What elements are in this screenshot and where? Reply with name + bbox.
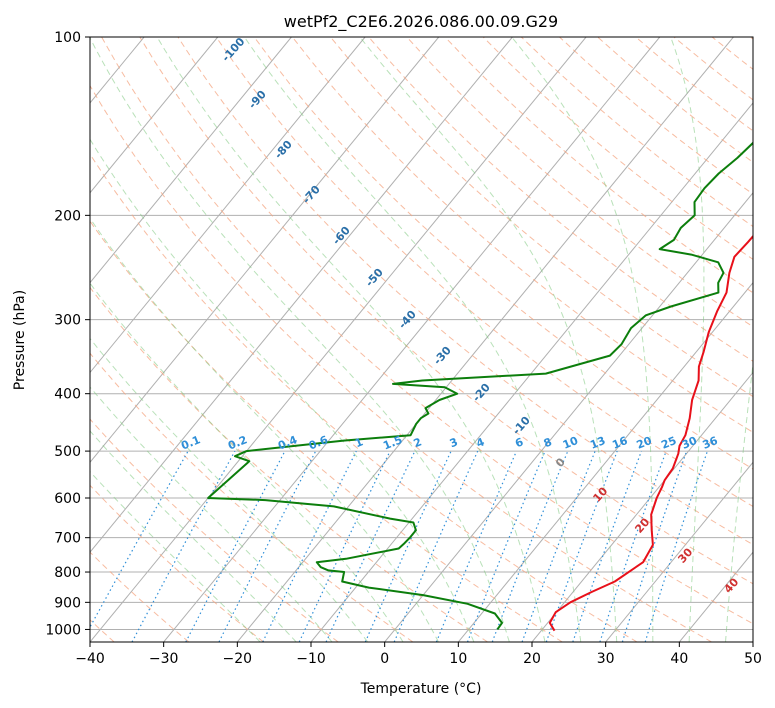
dry-adiabat: [90, 551, 190, 642]
dry-adiabat: [330, 37, 753, 398]
mixing-ratio-label: 16: [610, 434, 629, 452]
mixing-ratio-label: 10: [561, 434, 580, 452]
dry-adiabat: [215, 37, 753, 507]
isotherm: [310, 102, 753, 642]
moist-adiabat: [90, 138, 475, 642]
y-tick-label: 800: [54, 565, 81, 581]
dry-adiabat: [749, 37, 753, 40]
dry-adiabat: [90, 84, 712, 642]
mixing-ratio-label: 25: [659, 434, 678, 452]
mixing-ratio-line: [521, 450, 596, 642]
isotherm: [163, 37, 661, 642]
moist-adiabat: [511, 37, 654, 642]
mixing-ratio-label: 30: [680, 434, 699, 452]
mixing-ratio-line: [491, 450, 569, 642]
y-tick-label: 100: [54, 30, 81, 46]
x-tick-label: 0: [380, 651, 389, 667]
isotherm: [90, 37, 513, 553]
isotherm: [90, 37, 440, 464]
dry-adiabat: [90, 286, 488, 642]
mixing-ratio-line: [298, 450, 391, 642]
moist-adiabat: [90, 470, 261, 642]
series-layer: [207, 141, 753, 632]
dry-adiabat: [90, 352, 414, 642]
mixing-ratio-line: [262, 450, 357, 642]
dry-adiabat: [90, 220, 563, 642]
isotherm: [90, 37, 292, 284]
x-tick-label: −20: [223, 651, 253, 667]
mixing-ratio-line: [644, 450, 708, 642]
isotherm: [384, 192, 753, 642]
moist-adiabat: [90, 217, 439, 642]
y-tick-label: 500: [54, 444, 81, 460]
chart-title: wetPf2_C2E6.2026.086.00.09.G29: [284, 12, 558, 32]
y-tick-label: 900: [54, 595, 81, 611]
dry-adiabat: [177, 37, 753, 546]
moist-adiabat: [90, 282, 404, 642]
moist-adiabat: [670, 37, 705, 642]
isotherm: [531, 371, 753, 642]
isotherm: [90, 37, 219, 194]
moist-adiabat: [90, 430, 297, 642]
y-tick-label: 1000: [45, 622, 81, 638]
mixing-ratio-line: [325, 450, 416, 642]
mixing-ratio-label: 36: [701, 434, 720, 452]
plot-frame: [89, 36, 754, 643]
x-tick-label: −30: [149, 651, 179, 667]
dry-adiabat: [90, 418, 339, 642]
mixing-ratio-label: 8: [542, 435, 554, 450]
isotherm: [0, 37, 70, 642]
plot-area: [90, 37, 753, 642]
mixing-ratio-line: [621, 450, 688, 642]
x-tick-label: 40: [670, 651, 688, 667]
mixing-ratio-label: 20: [635, 434, 654, 452]
y-tick-label: 200: [54, 208, 81, 224]
mixing-ratio-line: [599, 450, 667, 642]
y-axis: 100 200 300 400 500 600 700 800 900 1000: [45, 30, 90, 638]
x-tick-label: 50: [744, 651, 762, 667]
x-tick-label: 10: [449, 651, 467, 667]
dry-adiabat: [253, 37, 753, 470]
x-tick-label: −10: [296, 651, 326, 667]
isotherm: [236, 37, 734, 642]
dry-adiabat: [90, 153, 638, 642]
x-axis-title: Temperature (°C): [360, 681, 482, 697]
dewpoint-profile-line: [207, 141, 753, 630]
mixing-ratio-label: 13: [588, 434, 607, 452]
isotherm: [752, 641, 753, 642]
x-tick-label: 30: [597, 651, 615, 667]
moist-adiabat: [359, 37, 618, 642]
temperature-profile-line: [548, 234, 753, 632]
y-tick-label: 700: [54, 531, 81, 547]
moist-adiabat: [90, 337, 369, 642]
x-tick-label: −40: [75, 651, 105, 667]
x-axis: −40 −30 −20 −10 0 10 20 30 40 50: [75, 642, 762, 667]
mixing-ratio-label: 1: [353, 435, 365, 450]
dry-adiabat: [90, 484, 264, 642]
moist-adiabat: [90, 37, 510, 642]
isotherm: [90, 37, 366, 374]
moist-adiabat: [156, 37, 546, 642]
y-axis-title: Pressure (hPa): [12, 290, 28, 390]
moist-adiabat: [90, 386, 333, 642]
mixing-ratio-label: 2: [412, 435, 424, 450]
y-tick-label: 300: [54, 313, 81, 329]
mixing-ratio-label: 3: [448, 435, 460, 450]
dry-adiabat: [292, 37, 753, 433]
isotherm: [90, 37, 587, 642]
x-tick-label: 20: [523, 651, 541, 667]
y-tick-label: 400: [54, 387, 81, 403]
y-tick-label: 600: [54, 491, 81, 507]
isotherm: [605, 461, 753, 642]
moist-adiabat: [725, 359, 753, 642]
